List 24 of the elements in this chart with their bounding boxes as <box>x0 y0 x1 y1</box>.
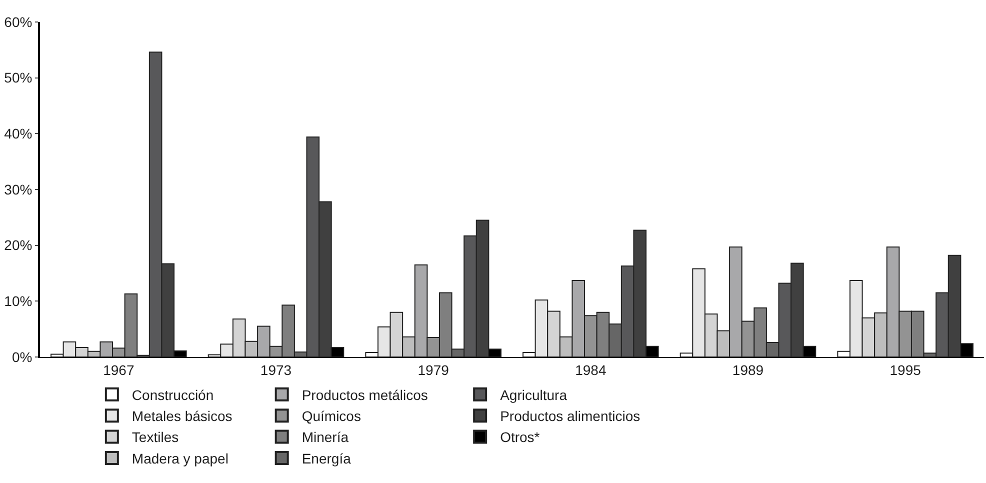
x-tick-label: 1995 <box>890 362 922 378</box>
y-tick-label: 30% <box>4 181 32 198</box>
x-tick-label: 1973 <box>260 362 292 378</box>
x-tick-label: 1984 <box>575 362 606 378</box>
legend-label: Otros* <box>500 429 540 446</box>
y-tick-label: 0% <box>12 348 32 365</box>
legend-label: Textiles <box>132 429 179 446</box>
legend-label: Construcción <box>132 386 214 403</box>
y-tick-label: 50% <box>4 70 32 86</box>
y-tick-label: 60% <box>4 14 32 30</box>
x-tick-label: 1979 <box>418 362 450 378</box>
legend-label: Químicos <box>302 408 361 424</box>
legend-label: Energía <box>302 450 352 466</box>
legend-label: Metales básicos <box>132 408 232 424</box>
x-tick-label: 1989 <box>732 362 764 378</box>
legend-label: Productos alimenticios <box>500 408 640 424</box>
y-tick-label: 20% <box>4 237 32 254</box>
legend-label: Minería <box>302 429 349 446</box>
y-tick-label: 10% <box>4 293 32 310</box>
x-tick-label: 1967 <box>103 362 134 378</box>
legend-label: Productos metálicos <box>302 386 428 403</box>
legend-label: Madera y papel <box>132 450 228 466</box>
legend-label: Agricultura <box>500 386 568 403</box>
y-tick-label: 40% <box>4 126 32 142</box>
